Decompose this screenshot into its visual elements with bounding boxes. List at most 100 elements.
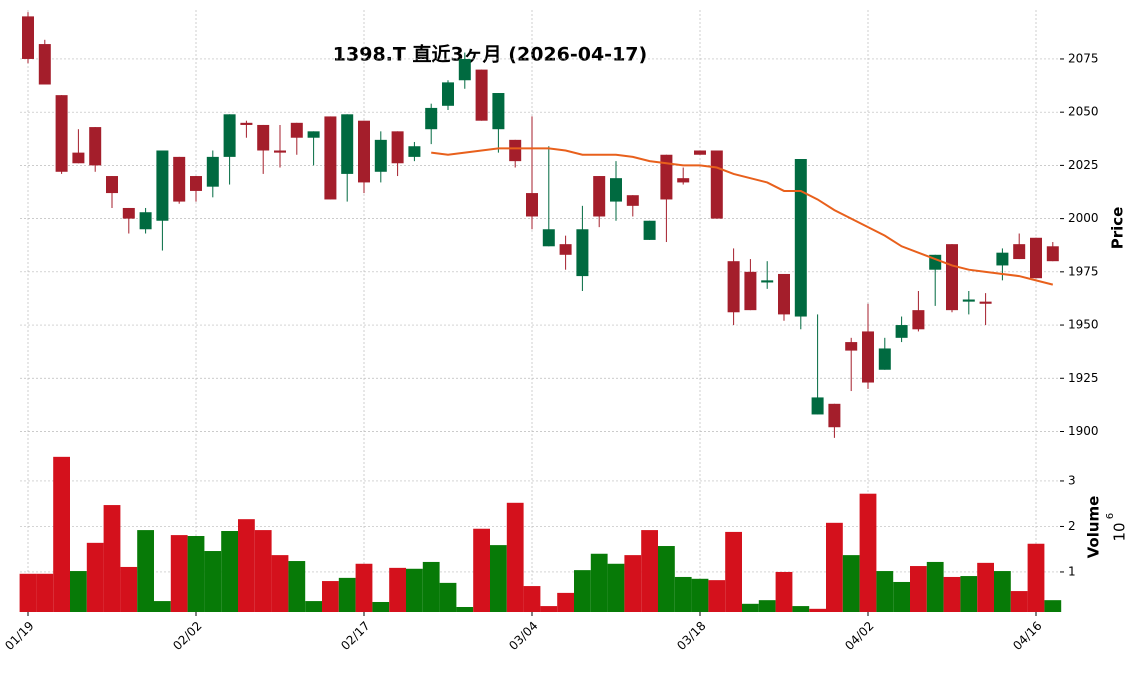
candle-body <box>996 252 1009 266</box>
y-tick-label: 2025 <box>1068 158 1099 172</box>
candle-body <box>895 325 908 338</box>
volume-bar <box>473 528 490 612</box>
volume-bar <box>910 566 927 612</box>
volume-bar <box>607 563 625 612</box>
volume-bar <box>170 535 188 612</box>
candle-body <box>374 139 387 172</box>
volume-bar <box>658 546 675 612</box>
candle-body <box>1030 237 1042 279</box>
candle-body <box>38 44 51 85</box>
candle-body <box>173 156 186 202</box>
volume-multiplier-exponent: 6 <box>1105 513 1116 519</box>
candle-body <box>946 244 958 311</box>
volume-bar <box>977 562 994 612</box>
volume-bar <box>1027 543 1045 612</box>
volume-bar <box>355 563 373 612</box>
volume-bar <box>238 519 255 612</box>
candle-body <box>542 229 555 247</box>
candle-body <box>1046 246 1059 262</box>
x-tick-label: 03/04 <box>506 619 540 653</box>
x-tick-label: 04/16 <box>1010 619 1044 653</box>
candle-body <box>458 58 471 81</box>
volume-bar <box>389 567 406 612</box>
volume-bar <box>758 600 776 612</box>
volume-bar <box>506 502 524 612</box>
volume-bar <box>338 577 356 612</box>
candle-body <box>878 348 891 370</box>
y-tick-label: 1950 <box>1068 318 1099 332</box>
volume-bar <box>406 568 423 612</box>
volume-bar <box>893 581 910 612</box>
volume-bar <box>590 553 608 612</box>
volume-bar <box>1044 600 1062 612</box>
moving-average-line <box>431 147 1054 286</box>
candle-body <box>811 397 824 415</box>
volume-bar <box>322 581 339 612</box>
x-tick-label: 04/02 <box>842 619 876 653</box>
y-tick-label: 1975 <box>1068 264 1099 278</box>
candle-body <box>509 139 522 162</box>
candle-body <box>106 176 118 194</box>
volume-bar <box>439 582 457 612</box>
volume-bar <box>775 571 793 612</box>
candle-body <box>761 280 774 283</box>
volume-bar <box>725 531 742 612</box>
volume-bar <box>994 571 1011 612</box>
volume-bar <box>86 542 104 612</box>
candle-body <box>240 122 253 125</box>
volume-bar <box>809 608 826 612</box>
volume-bar <box>926 561 944 612</box>
candle-body <box>912 310 925 330</box>
volume-bar <box>19 573 37 612</box>
candle-body <box>442 82 454 106</box>
candle-body <box>845 342 858 351</box>
volume-bar <box>641 530 658 612</box>
volume-bar <box>876 571 894 612</box>
candle-body <box>559 244 572 255</box>
y-tick-label: 1900 <box>1068 424 1099 438</box>
x-tick-label: 02/02 <box>170 619 204 653</box>
volume-bar <box>456 606 474 612</box>
volume-bar <box>674 576 692 612</box>
candle-body <box>22 16 34 59</box>
candle-body <box>979 301 992 304</box>
candle-body <box>710 150 723 219</box>
volume-bar <box>792 606 810 612</box>
volume-bar <box>372 601 390 612</box>
candle-body <box>307 131 320 138</box>
candle-body <box>828 403 841 428</box>
volume-bar <box>691 578 709 612</box>
candle-body <box>576 229 589 277</box>
volume-bar <box>254 530 272 612</box>
candle-body <box>290 122 303 138</box>
candle-body <box>744 271 757 311</box>
volume-bar <box>960 576 978 612</box>
volume-bar <box>523 586 541 612</box>
volume-bar <box>288 561 306 612</box>
candle-body <box>593 176 606 217</box>
candle-body <box>425 107 438 130</box>
candle-body <box>962 299 975 302</box>
candle-body <box>139 212 152 230</box>
candle-body <box>677 178 690 183</box>
y-tick-label: 2050 <box>1068 105 1099 119</box>
volume-bar <box>742 603 759 612</box>
candle-body <box>190 176 202 191</box>
candle-body <box>358 120 370 183</box>
candle-body <box>610 178 622 202</box>
candle-body <box>206 156 219 187</box>
candle-body <box>1013 244 1026 260</box>
volume-bar <box>305 601 322 612</box>
candle-body <box>408 146 421 157</box>
y-tick-label: 2000 <box>1068 211 1099 225</box>
volume-bar <box>120 566 138 612</box>
volume-bar <box>70 571 87 612</box>
volume-bar <box>1010 591 1028 612</box>
candle-body <box>72 152 85 164</box>
candle-body <box>794 159 807 317</box>
candle-body <box>778 273 790 315</box>
candle-body <box>626 195 639 206</box>
volume-bar <box>943 576 961 612</box>
volume-bar <box>221 531 238 612</box>
